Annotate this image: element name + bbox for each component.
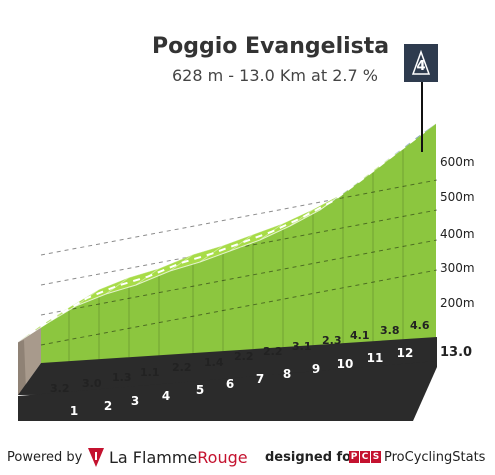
la-flamme-rouge-brand[interactable]: La FlammeRouge [109,448,248,467]
gradient-label: 2.3 [322,334,342,347]
profile-top-surface [17,123,437,343]
elevation-tick-label: 200m [440,296,475,310]
km-label: 11 [367,351,384,365]
gradient-label: 2.2 [263,345,283,358]
km-label: 12 [397,346,414,360]
km-label: 5 [196,383,204,397]
rock-shadow [18,340,26,395]
summit-marker: 4 [404,44,438,152]
face-guide-line [40,269,438,346]
km-label: 2 [104,399,112,413]
elevation-tick-label: 500m [440,190,475,204]
powered-by-label: Powered by [7,450,83,465]
mountain-icon [411,49,431,75]
designed-for-label: designed for [265,450,358,465]
distance-base-band [18,337,437,421]
gradient-label: 3.8 [380,324,400,337]
pcs-logo-icon: P C S [349,451,381,463]
km-label: 4 [162,389,170,403]
brand-suffix: Rouge [197,448,248,467]
la-flamme-rouge-logo-icon [88,448,104,467]
face-guide-line [40,239,438,316]
gradient-label: 3.0 [82,377,102,390]
km-label: 8 [283,367,291,381]
footer: Powered by La FlammeRouge designed for P… [0,442,495,475]
gradient-label: 1.1 [140,366,160,379]
brand-prefix: La Flamme [109,448,198,467]
procyclingstats-brand[interactable]: ProCyclingStats [384,450,486,465]
profile-edge [17,139,414,343]
elevation-gridlines [40,149,438,363]
gradient-label: 1.3 [112,371,132,384]
elevation-profile-chart: 3.2 3.0 1.3 1.1 2.2 1.4 2.2 2.2 3.1 2.3 4.1 3.8 4.6 1… [17,44,475,421]
km-label: 6 [226,377,234,391]
gradient-label: 4.6 [410,319,430,332]
gradient-label: 3.1 [292,340,312,353]
km-label: 1 [70,404,78,418]
face-guide-line [40,179,438,256]
km-label: 7 [256,372,264,386]
pcs-letter-s: S [371,451,381,463]
base-band-front [18,361,437,421]
summit-badge-number: 4 [416,59,425,74]
total-distance-label: 13.0 [440,345,472,360]
pcs-letter-c: C [360,451,370,463]
gradient-label: 1.4 [204,356,224,369]
elevation-tick-label: 400m [440,227,475,241]
gradient-label: 4.1 [350,329,370,342]
gradient-label: 2.2 [172,361,192,374]
climb-title: Poggio Evangelista [152,34,390,59]
km-label: 9 [312,362,320,376]
pcs-letter-p: P [349,451,359,463]
profile-labels: 3.2 3.0 1.3 1.1 2.2 1.4 2.2 2.2 3.1 2.3 4.1 3.8 4.6 1… [50,155,475,418]
climb-subtitle: 628 m - 13.0 Km at 2.7 % [172,66,378,85]
gradient-label: 2.2 [234,350,254,363]
elevation-tick-label: 600m [440,155,475,169]
km-label: 10 [337,357,354,371]
elevation-tick-label: 300m [440,261,475,275]
gradient-label: 3.2 [50,382,70,395]
km-label: 3 [131,394,139,408]
